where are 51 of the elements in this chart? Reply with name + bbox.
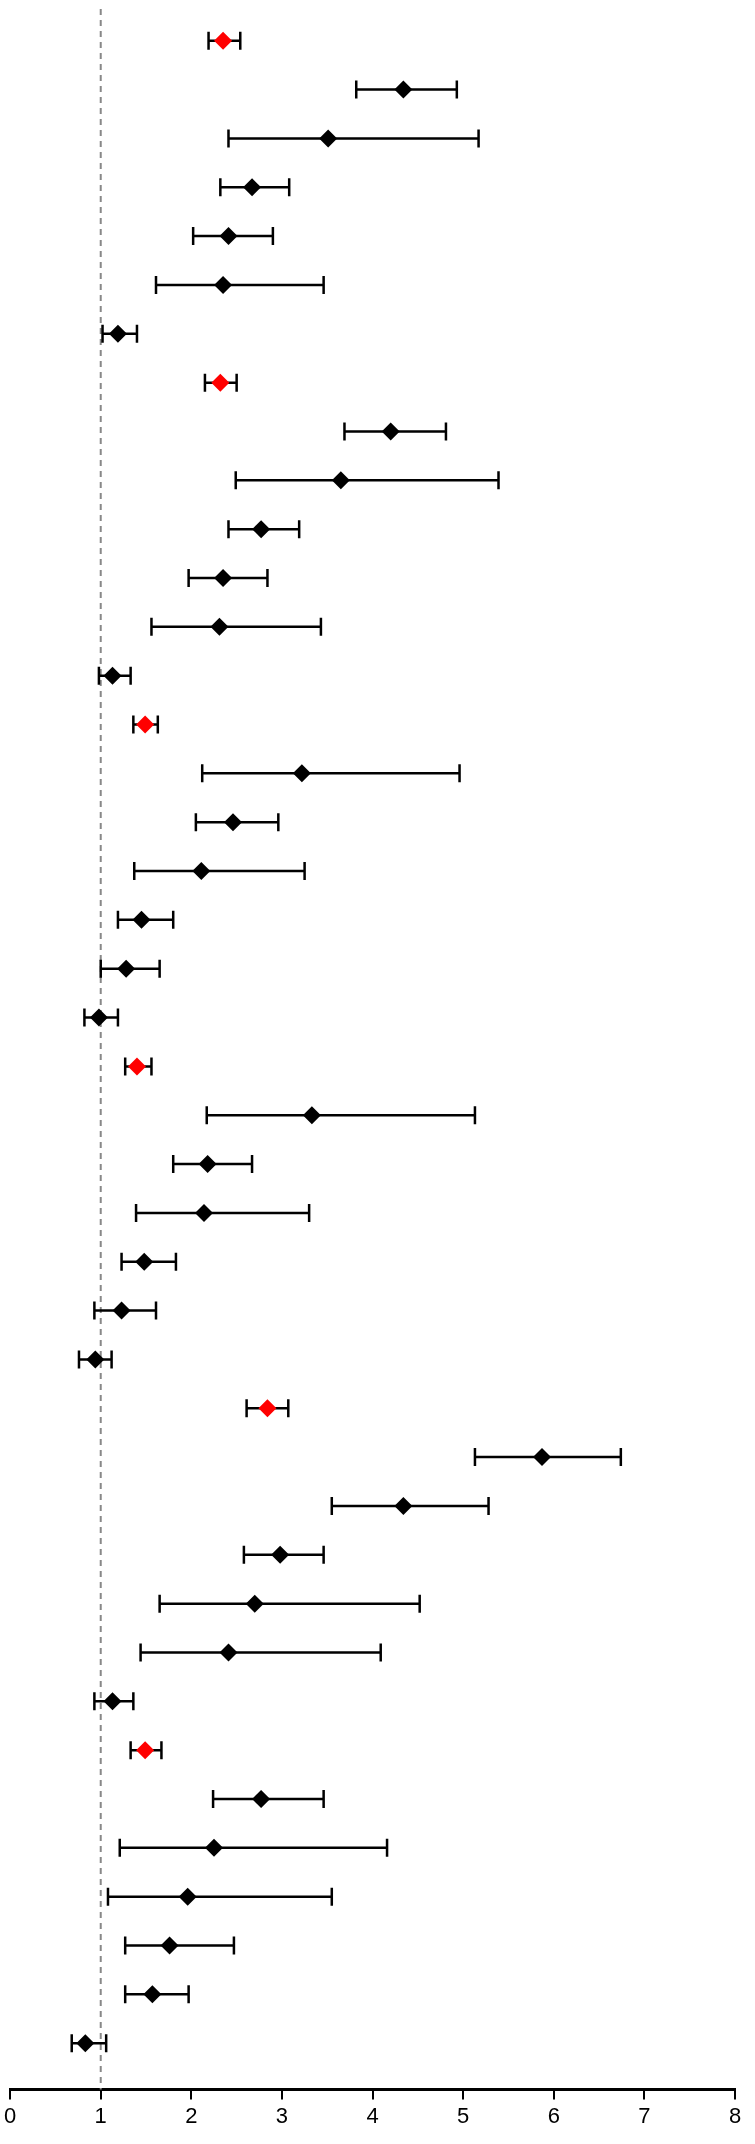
x-tick-label: 1 [94,2102,107,2128]
x-tick-label: 7 [638,2102,651,2128]
x-tick-label: 4 [366,2102,379,2128]
point [136,715,155,734]
x-tick-label: 2 [185,2102,198,2128]
point [252,520,271,539]
point [258,1399,277,1418]
point [214,275,233,294]
x-tick-label: 8 [728,2102,742,2128]
point [243,178,262,197]
point [127,1057,146,1076]
point [135,1252,154,1271]
point [394,1496,413,1515]
point [143,1985,162,2004]
point [245,1594,264,1613]
point [76,2034,95,2053]
point [108,324,127,343]
point [178,1887,197,1906]
point [533,1448,551,1467]
point [271,1545,290,1564]
point [214,31,233,50]
point [103,666,122,685]
x-tick-label: 6 [547,2102,560,2128]
x-tick-label: 5 [457,2102,470,2128]
point [86,1350,105,1369]
point [211,373,230,392]
point [198,1155,217,1174]
point [252,1790,271,1808]
point [195,1203,214,1222]
point [292,764,311,783]
x-tick-label: 3 [275,2102,289,2128]
point [381,422,400,441]
point [132,910,151,929]
point [103,1692,122,1711]
point [117,959,136,978]
point [219,227,238,246]
point [192,862,211,881]
point [331,471,350,490]
point [210,617,229,636]
point [214,568,233,587]
point [224,813,243,832]
x-tick-label: 0 [3,2102,17,2128]
point [319,129,338,148]
point [89,1008,108,1027]
point [136,1741,155,1760]
point [204,1838,223,1857]
point [302,1106,321,1125]
point [219,1643,238,1662]
point [112,1301,131,1320]
point [160,1936,179,1955]
point [394,80,413,99]
